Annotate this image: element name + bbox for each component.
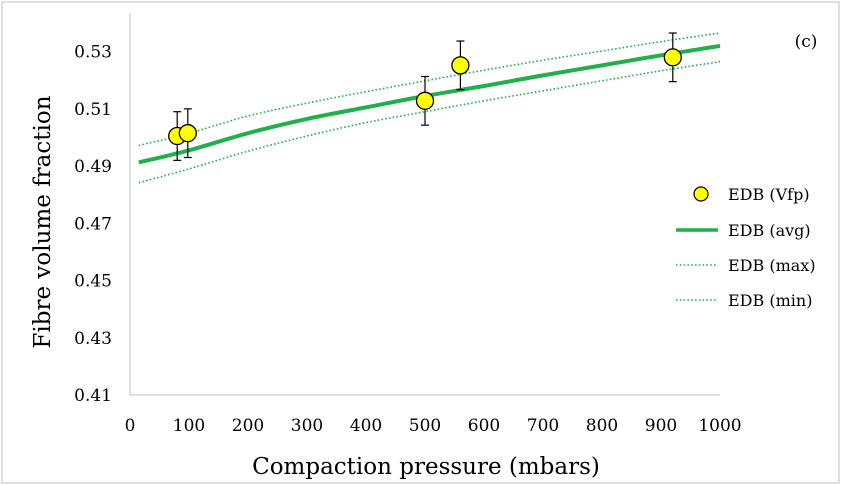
y-tick-label: 0.51 bbox=[74, 100, 112, 120]
panel-label: (c) bbox=[795, 32, 818, 52]
data-point bbox=[451, 40, 470, 91]
y-tick-label: 0.49 bbox=[74, 157, 112, 177]
y-axis-title: Fibre volume fraction bbox=[30, 95, 56, 348]
x-tick-label: 300 bbox=[291, 416, 323, 436]
x-tick-label: 100 bbox=[173, 416, 205, 436]
y-tick-label: 0.47 bbox=[74, 214, 112, 234]
x-tick-label: 800 bbox=[586, 416, 618, 436]
legend-marker bbox=[693, 186, 709, 202]
legend-label: EDB (avg) bbox=[728, 221, 811, 240]
legend-label: EDB (Vfp) bbox=[728, 185, 810, 204]
x-tick-labels: 0 100 200 300 400 500 600 700 800 900 1000 bbox=[125, 416, 742, 436]
series-line-edb-max bbox=[138, 32, 721, 147]
y-tick-label: 0.53 bbox=[74, 43, 112, 63]
legend-item: EDB (min) bbox=[676, 291, 812, 310]
x-tick-label: 700 bbox=[527, 416, 559, 436]
y-tick-labels: 0.41 0.43 0.45 0.47 0.49 0.51 0.53 bbox=[74, 43, 112, 406]
x-tick-label: 1000 bbox=[698, 416, 741, 436]
y-tick-label: 0.45 bbox=[74, 272, 112, 292]
legend-label: EDB (min) bbox=[728, 291, 812, 310]
point-marker bbox=[415, 91, 435, 110]
x-tick-label: 900 bbox=[645, 416, 677, 436]
series-line-edb-min bbox=[138, 60, 721, 184]
point-marker bbox=[663, 48, 682, 67]
legend-item: EDB (Vfp) bbox=[693, 185, 810, 204]
data-point bbox=[415, 75, 435, 126]
point-marker bbox=[178, 124, 197, 143]
x-axis-title: Compaction pressure (mbars) bbox=[252, 454, 600, 480]
x-tick-label: 500 bbox=[409, 416, 441, 436]
x-tick-label: 0 bbox=[125, 416, 136, 436]
x-tick-label: 200 bbox=[232, 416, 264, 436]
legend: EDB (Vfp) EDB (avg) EDB (max) EDB (min) bbox=[676, 185, 816, 310]
point-marker bbox=[451, 56, 470, 75]
data-point bbox=[178, 108, 197, 159]
legend-label: EDB (max) bbox=[728, 256, 816, 275]
y-tick-label: 0.43 bbox=[74, 329, 112, 349]
data-point bbox=[663, 32, 682, 83]
legend-item: EDB (max) bbox=[676, 256, 816, 275]
data-points bbox=[168, 32, 682, 161]
legend-item: EDB (avg) bbox=[676, 221, 811, 240]
x-tick-label: 600 bbox=[468, 416, 500, 436]
y-tick-label: 0.41 bbox=[74, 386, 112, 406]
x-tick-label: 400 bbox=[350, 416, 382, 436]
